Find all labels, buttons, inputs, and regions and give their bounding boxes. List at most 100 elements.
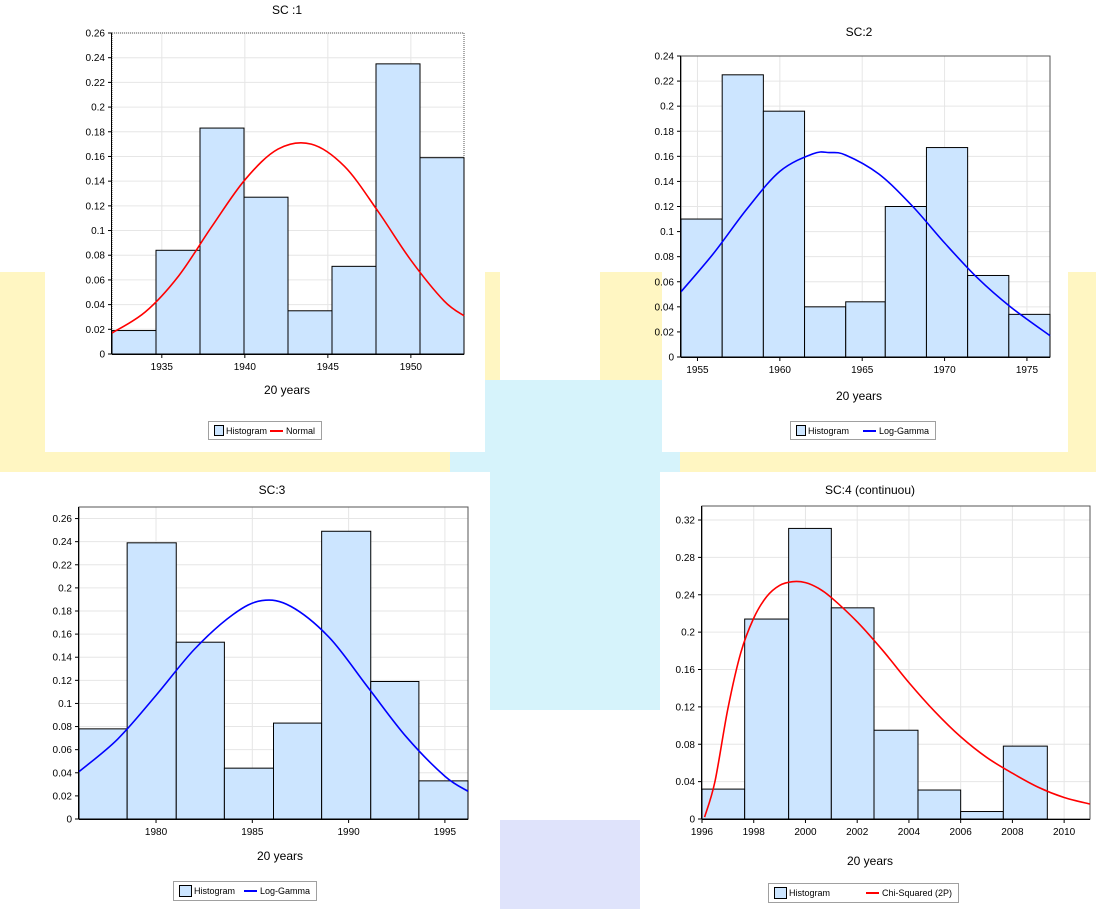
y-tick-label: 0.24 (53, 537, 73, 548)
y-tick-label: 0.16 (655, 152, 675, 163)
histogram-bar (375, 63, 421, 355)
histogram-bar (78, 728, 128, 820)
red-line-swatch-icon (866, 892, 880, 894)
histogram-bar (155, 249, 201, 355)
y-tick-label: 0.22 (655, 77, 675, 88)
legend-label-fit: Chi-Squared (2P) (882, 888, 953, 898)
chart-sc3: SC:3 20 years 0 0.02 0.04 0.06 0.08 0.1 0.12 0.… (53, 483, 469, 863)
x-tick-label: 2000 (794, 827, 817, 838)
y-tick-label: 0.18 (86, 127, 106, 138)
y-tick-label: 0.02 (86, 325, 106, 336)
histogram-bar (419, 157, 465, 355)
y-tick-label: 0.22 (53, 560, 73, 571)
y-tick-label: 0.12 (53, 676, 73, 687)
y-tick-label: 0.18 (53, 607, 73, 618)
histogram-bar (1002, 745, 1048, 820)
histogram-bar (917, 789, 962, 820)
y-tick-label: 0.1 (660, 227, 674, 238)
x-tick-label: 1985 (241, 827, 264, 838)
histogram-bar (331, 265, 377, 355)
y-tick-label: 0.04 (53, 768, 73, 779)
y-tick-label: 0.04 (676, 777, 696, 788)
x-tick-label: 1960 (769, 365, 792, 376)
y-tick-label: 0.02 (655, 327, 675, 338)
y-tick-label: 0.08 (53, 722, 73, 733)
chart-legend: Histogram Normal (208, 421, 323, 440)
histogram-bar (418, 780, 469, 820)
y-tick-label: 0.14 (86, 177, 106, 188)
y-tick-label: 0 (668, 353, 674, 364)
red-line-swatch-icon (270, 429, 284, 432)
y-tick-label: 0.12 (86, 201, 106, 212)
y-tick-label: 0.2 (681, 628, 695, 639)
histogram-bar (925, 147, 969, 358)
histogram-bar (804, 306, 847, 358)
histogram-bar (243, 196, 289, 355)
y-tick-label: 0.04 (655, 302, 675, 313)
legend-label-fit: Log-Gamma (260, 886, 311, 896)
histogram-bar (721, 74, 764, 358)
histogram-bar (884, 206, 927, 358)
x-axis-label: 20 years (847, 854, 893, 868)
y-tick-label: 0.08 (86, 251, 106, 262)
x-tick-label: 1975 (1016, 365, 1039, 376)
y-tick-label: 0.08 (655, 252, 675, 263)
watermark-cyan-shape-lower (500, 820, 640, 909)
chart-title: SC:2 (846, 25, 873, 39)
y-tick-label: 0.22 (86, 78, 106, 89)
y-tick-label: 0.24 (676, 590, 696, 601)
y-tick-label: 0.14 (53, 653, 73, 664)
chart-panel-sc3: SC:3 20 years 0 0.02 0.04 0.06 0.08 0.1 0.12 0.… (0, 472, 490, 909)
y-tick-label: 0.02 (53, 791, 73, 802)
y-tick-label: 0.06 (53, 745, 73, 756)
histogram-bar (287, 310, 333, 355)
legend-label-fit: Normal (286, 425, 316, 436)
histogram-bar (199, 127, 245, 355)
histogram-bar (111, 330, 157, 355)
legend-label-histogram: Histogram (194, 886, 236, 896)
y-tick-label: 0.12 (655, 202, 675, 213)
histogram-bar (273, 722, 323, 820)
histogram-bar (223, 767, 275, 820)
y-tick-label: 0 (66, 815, 72, 826)
x-tick-label: 1935 (151, 362, 174, 373)
y-tick-label: 0 (689, 815, 695, 826)
y-tick-label: 0.16 (86, 152, 106, 163)
y-tick-label: 0.2 (58, 583, 72, 594)
x-tick-label: 2004 (898, 827, 921, 838)
y-tick-label: 0 (99, 350, 105, 361)
x-tick-label: 2002 (846, 827, 869, 838)
x-tick-label: 1950 (400, 362, 423, 373)
x-axis-label: 20 years (264, 383, 310, 397)
chart-panel-sc1: SC :1 20 years 0 0.02 0.04 0.06 0.08 0.1 0.12 0… (45, 0, 485, 452)
fit-curve (703, 580, 1091, 818)
y-tick-label: 0.26 (86, 29, 106, 40)
chart-title: SC:3 (259, 483, 286, 497)
x-axis-label: 20 years (257, 849, 303, 863)
fit-curve (680, 151, 1051, 337)
blue-line-swatch-icon (244, 890, 258, 892)
x-tick-label: 1955 (686, 365, 709, 376)
x-tick-label: 1980 (145, 827, 168, 838)
histogram-bar (788, 527, 832, 820)
x-tick-label: 1940 (234, 362, 257, 373)
x-tick-label: 1996 (691, 827, 714, 838)
chart-sc1: SC :1 20 years 0 0.02 0.04 0.06 0.08 0.1 0.12 0… (86, 3, 465, 397)
histogram-bar (830, 607, 875, 820)
histogram-bar (960, 811, 1004, 820)
chart-panel-sc2: SC:2 20 years 0 0.02 0.04 0.06 0.08 0.1 0.12 0.… (655, 22, 1068, 452)
y-tick-label: 0.32 (676, 516, 696, 527)
x-tick-label: 2006 (950, 827, 973, 838)
y-tick-label: 0.16 (676, 665, 696, 676)
histogram-swatch-icon (214, 425, 224, 436)
y-tick-label: 0.14 (655, 177, 675, 188)
chart-title: SC:4 (continuou) (825, 483, 915, 497)
y-tick-label: 0.1 (58, 699, 72, 710)
histogram-swatch-icon (179, 885, 192, 897)
chart-sc4: SC:4 (continuou) 20 years 0 0.04 0.08 0.12 0… (676, 483, 1091, 868)
x-tick-label: 1970 (933, 365, 956, 376)
histogram-swatch-icon (774, 887, 787, 899)
chart-title: SC :1 (272, 3, 302, 17)
x-axis-label: 20 years (836, 389, 882, 403)
chart-sc2: SC:2 20 years 0 0.02 0.04 0.06 0.08 0.1 0.12 0.… (655, 25, 1051, 403)
